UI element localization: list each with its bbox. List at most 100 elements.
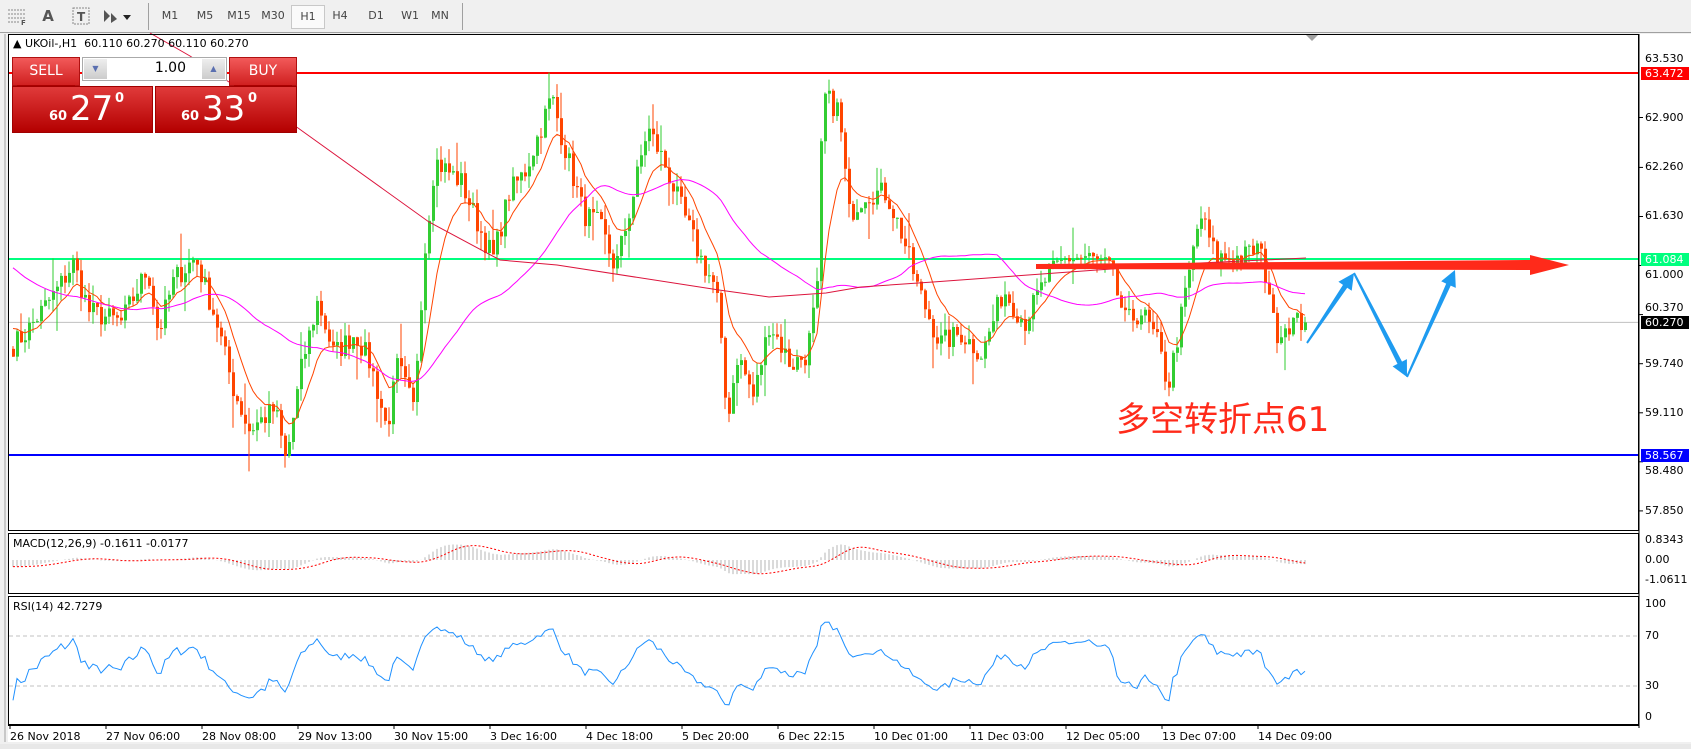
candle-body [844, 132, 847, 169]
candle-body [236, 396, 239, 402]
sell-button[interactable]: SELL [12, 57, 80, 86]
candle-body [48, 299, 51, 301]
candle-body [572, 153, 575, 187]
timeframe-m1[interactable]: M1 [161, 9, 179, 22]
candle-body [1000, 297, 1003, 307]
candle-body [284, 435, 287, 456]
candle-body [224, 336, 227, 347]
candle-body [500, 231, 503, 237]
candle-body [1028, 319, 1031, 331]
candle-body [976, 353, 979, 360]
time-tick: 4 Dec 18:00 [586, 730, 653, 743]
candle-body [360, 345, 363, 356]
candle-body [548, 98, 551, 109]
candle-body [984, 341, 987, 359]
candle-body [116, 315, 119, 318]
time-tick: 14 Dec 09:00 [1258, 730, 1332, 743]
candle-body [1104, 257, 1107, 259]
candle-body [716, 281, 719, 293]
candle-body [100, 307, 103, 325]
candle-body [96, 302, 99, 308]
candle-body [836, 102, 839, 117]
candle-body [884, 182, 887, 201]
candle-body [776, 334, 779, 337]
timeframe-mn[interactable]: MN [431, 9, 449, 22]
candle-body [304, 354, 307, 359]
time-tick: 28 Nov 08:00 [202, 730, 277, 743]
candle-body [828, 90, 831, 94]
candle-body [136, 293, 139, 301]
candle-body [240, 401, 243, 415]
candle-body [444, 163, 447, 172]
candle-body [256, 422, 259, 431]
timeframe-d1[interactable]: D1 [368, 9, 384, 22]
candle-body [556, 97, 559, 119]
price-tick: 59.110 [1645, 405, 1684, 419]
lot-increase-button[interactable]: ▲ [202, 59, 225, 79]
candle-body [576, 186, 579, 188]
candle-body [696, 229, 699, 257]
candle-body [1032, 294, 1035, 320]
timeframe-m30[interactable]: M30 [261, 9, 285, 22]
candle-body [712, 275, 715, 282]
candle-body [300, 358, 303, 390]
candle-body [1044, 281, 1047, 283]
candle-body [1060, 259, 1063, 261]
candle-body [900, 217, 903, 239]
candle-body [888, 200, 891, 209]
lot-decrease-button[interactable]: ▼ [84, 59, 107, 79]
time-tick: 10 Dec 01:00 [874, 730, 948, 743]
candle-body [24, 340, 27, 343]
text-label-icon[interactable]: T [70, 6, 92, 26]
candle-body [228, 346, 231, 373]
lot-size-field[interactable]: ▼ 1.00 ▲ [82, 57, 227, 81]
candle-body [516, 176, 519, 181]
candle-body [504, 199, 507, 237]
timeframe-m15[interactable]: M15 [227, 9, 251, 22]
candle-body [1260, 243, 1263, 249]
timeframe-w1[interactable]: W1 [401, 9, 419, 22]
candle-body [872, 202, 875, 205]
candle-body [396, 358, 399, 382]
status-strip [0, 744, 1691, 749]
sell-price-button[interactable]: 60 27 0 [12, 86, 153, 133]
candle-body [1208, 219, 1211, 238]
candle-body [1156, 329, 1159, 333]
time-tick: 5 Dec 20:00 [682, 730, 749, 743]
timeframe-h1[interactable]: H1 [291, 5, 325, 29]
candle-body [1288, 328, 1291, 335]
candle-body [920, 281, 923, 291]
candle-body [248, 423, 251, 432]
timeframe-m5[interactable]: M5 [196, 9, 214, 22]
time-tick: 29 Nov 13:00 [298, 730, 373, 743]
candle-body [1140, 315, 1143, 325]
text-a-icon[interactable]: A [42, 7, 54, 25]
candle-body [120, 317, 123, 321]
timeframe-h4[interactable]: H4 [332, 9, 348, 22]
candle-body [276, 410, 279, 412]
grid-f-icon[interactable]: F [6, 6, 28, 26]
shapes-icon[interactable] [100, 6, 134, 26]
candle-body [792, 366, 795, 370]
candle-body [1144, 309, 1147, 316]
candle-body [652, 128, 655, 135]
candle-body [288, 442, 291, 456]
buy-price-button[interactable]: 60 33 0 [155, 86, 297, 133]
candle-body [1136, 320, 1139, 325]
candle-body [384, 407, 387, 421]
candle-body [512, 176, 515, 201]
lot-value[interactable]: 1.00 [154, 60, 186, 76]
candle-body [564, 145, 567, 159]
rsi-tick: 30 [1645, 679, 1659, 692]
candle-body [944, 329, 947, 336]
candle-body [1292, 317, 1295, 335]
candle-body [784, 348, 787, 353]
candle-body [204, 277, 207, 283]
candle-body [912, 247, 915, 275]
candle-body [840, 102, 843, 133]
candle-body [740, 360, 743, 366]
buy-button[interactable]: BUY [229, 57, 297, 86]
candle-body [368, 342, 371, 369]
candle-body [1300, 313, 1303, 331]
